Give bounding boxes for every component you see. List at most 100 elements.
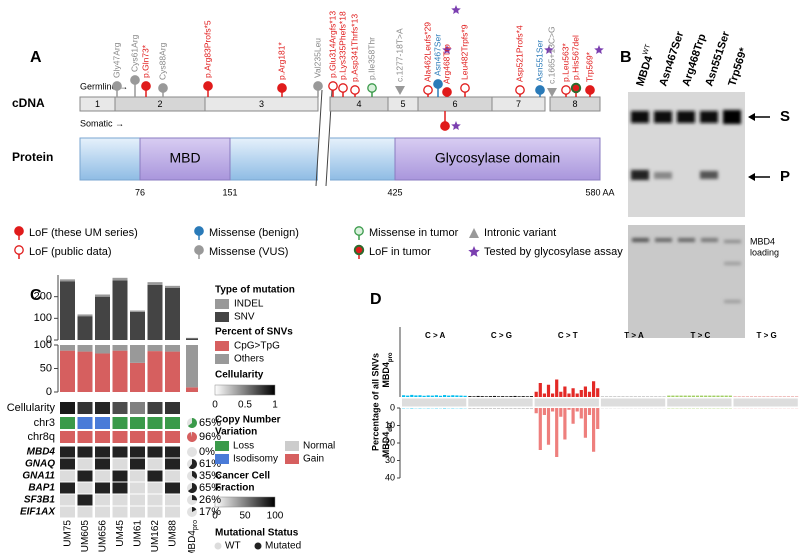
bar bbox=[571, 408, 575, 424]
band-label: P bbox=[780, 168, 790, 185]
row-label: chr8q bbox=[27, 431, 55, 443]
lane-label: MBD4WT bbox=[632, 43, 659, 88]
series-name: MBD4 bbox=[381, 362, 391, 388]
row-label: GNA11 bbox=[22, 471, 55, 482]
bar bbox=[406, 395, 410, 397]
arrow-head bbox=[748, 113, 755, 121]
legend-tick: 1 bbox=[272, 400, 278, 411]
variant-marker bbox=[395, 86, 405, 95]
variant-marker bbox=[423, 85, 433, 95]
bar bbox=[592, 408, 596, 452]
variant-marker bbox=[460, 83, 470, 93]
y-tick-label: 0 bbox=[390, 402, 395, 412]
bar bbox=[112, 277, 128, 281]
star bbox=[544, 45, 554, 54]
cnv-cell bbox=[112, 431, 128, 443]
bar bbox=[186, 338, 198, 340]
bar bbox=[654, 396, 658, 397]
bar bbox=[712, 395, 716, 397]
band bbox=[631, 170, 649, 180]
bar bbox=[754, 396, 758, 397]
domain-label: Glycosylase domain bbox=[435, 150, 560, 166]
lane-name: MBD4 bbox=[634, 54, 655, 88]
bar bbox=[679, 395, 683, 397]
legend-label: Missense (VUS) bbox=[209, 246, 288, 258]
variant-marker bbox=[328, 81, 338, 91]
bar bbox=[112, 345, 128, 351]
bar bbox=[782, 396, 786, 397]
bar bbox=[596, 408, 600, 429]
panel-label: C bbox=[30, 287, 42, 304]
cnv-cell bbox=[130, 417, 145, 429]
pie-bg bbox=[187, 447, 197, 457]
legend-swatch bbox=[285, 454, 299, 464]
bar bbox=[712, 408, 716, 409]
mutation-cell bbox=[60, 458, 75, 470]
variant-marker bbox=[585, 85, 595, 95]
mutation-cell bbox=[165, 458, 180, 470]
bar bbox=[130, 362, 145, 392]
bar bbox=[749, 396, 754, 397]
mutation-cell bbox=[165, 494, 180, 506]
legend-tick: 0 bbox=[212, 400, 218, 411]
bar bbox=[605, 396, 609, 397]
bar bbox=[165, 345, 180, 352]
y-tick-label: 30 bbox=[385, 455, 395, 465]
bar bbox=[667, 408, 671, 409]
legend-label: Missense in tumor bbox=[369, 227, 459, 239]
bar bbox=[546, 384, 551, 397]
arrow-head bbox=[748, 173, 755, 181]
mutation-cell bbox=[77, 506, 93, 518]
bar bbox=[551, 393, 555, 397]
band bbox=[632, 238, 649, 242]
mutation-cell bbox=[112, 446, 128, 458]
bar bbox=[476, 395, 480, 397]
band bbox=[724, 262, 741, 265]
bar bbox=[426, 395, 430, 397]
bar bbox=[422, 395, 426, 397]
variant-label: c.1665+13C>G bbox=[546, 26, 556, 84]
bar bbox=[683, 395, 687, 397]
sample-label: UM75 bbox=[63, 520, 74, 547]
variant-label: p.Arg181* bbox=[276, 42, 286, 80]
germline-label: Germline → bbox=[80, 81, 128, 91]
cellularity-cell bbox=[95, 402, 110, 414]
mutation-cell bbox=[60, 446, 75, 458]
bar bbox=[147, 351, 163, 392]
row-label: chr3 bbox=[34, 417, 55, 429]
legend-label: LoF (public data) bbox=[29, 246, 112, 258]
legend-swatch bbox=[215, 341, 229, 351]
legend-swatch bbox=[215, 454, 229, 464]
y-tick-label: 50 bbox=[40, 362, 52, 374]
somatic-marker bbox=[440, 121, 450, 131]
bar bbox=[724, 395, 728, 397]
break-gap bbox=[318, 92, 330, 184]
sample-label: UM162 bbox=[150, 520, 161, 553]
bar bbox=[716, 395, 720, 397]
variant-label: Arg468Trp bbox=[441, 44, 451, 84]
cnv-cell bbox=[77, 417, 93, 429]
bar bbox=[592, 381, 596, 397]
bar bbox=[165, 285, 180, 288]
bar bbox=[790, 396, 795, 397]
bar bbox=[587, 391, 592, 397]
legend-label: SNV bbox=[234, 312, 255, 323]
legend-title: Type of mutation bbox=[215, 285, 295, 296]
mutation-cell bbox=[130, 506, 145, 518]
cnv-cell bbox=[147, 417, 163, 429]
group-label: C > G bbox=[491, 331, 512, 340]
bar bbox=[575, 393, 579, 397]
legend-label: Missense (benign) bbox=[209, 227, 299, 239]
bar bbox=[559, 408, 563, 417]
bar bbox=[596, 388, 600, 397]
bar bbox=[683, 408, 687, 409]
sample-name: MBD4 bbox=[187, 530, 198, 553]
mutation-cell bbox=[130, 494, 145, 506]
bar bbox=[147, 345, 163, 352]
bar bbox=[542, 393, 546, 397]
variant-label: Asp521Profs*4 bbox=[514, 25, 524, 82]
band bbox=[631, 111, 649, 123]
mutation-cell bbox=[165, 482, 180, 494]
star bbox=[442, 45, 452, 54]
variant-marker bbox=[442, 87, 452, 97]
